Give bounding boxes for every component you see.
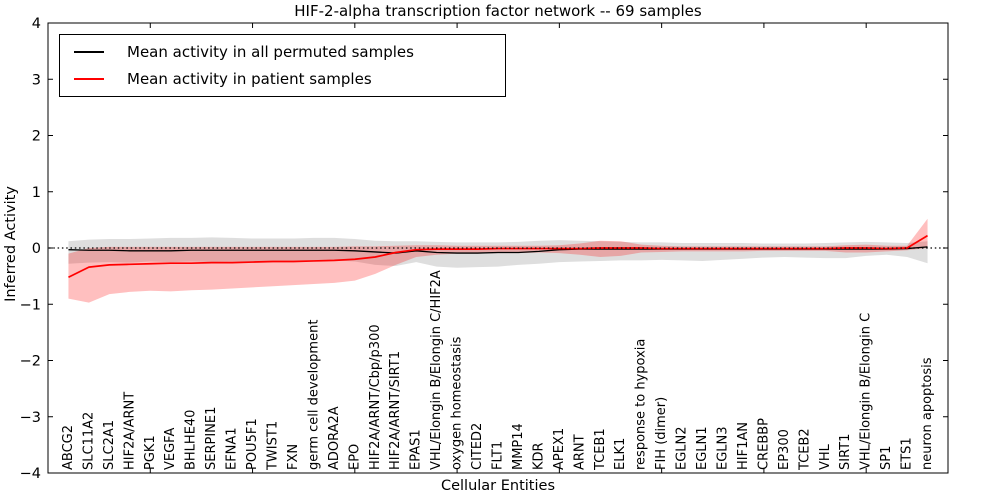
permuted-line-swatch — [74, 51, 104, 54]
x-category-label: EGLN1 — [695, 426, 710, 470]
y-tick-label: 1 — [32, 185, 41, 201]
x-category-label: neuron apoptosis — [920, 357, 935, 470]
y-tick-label: 0 — [32, 241, 41, 257]
x-category-label: FXN — [286, 444, 301, 470]
x-category-label: ABCG2 — [61, 425, 76, 470]
x-category-label: CREBBP — [756, 418, 771, 470]
x-category-label: HIF2A/ARNT/SIRT1 — [388, 351, 403, 470]
x-category-label: EPO — [347, 444, 362, 470]
x-category-label: SLC2A1 — [102, 420, 117, 470]
x-category-label: ETS1 — [900, 437, 915, 470]
x-category-label: VHL — [818, 443, 833, 470]
x-category-label: FIH (dimer) — [654, 397, 669, 470]
x-category-label: VHL/Elongin B/Elongin C/HIF2A — [429, 270, 444, 470]
x-category-label: SP1 — [879, 446, 894, 470]
x-category-label: APEX1 — [552, 428, 567, 470]
x-category-label: TWIST1 — [266, 421, 281, 471]
x-category-label: SIRT1 — [838, 434, 853, 470]
x-category-label: TCEB2 — [797, 428, 812, 471]
x-category-label: EGLN2 — [675, 426, 690, 470]
legend-item-patient: Mean activity in patient samples — [60, 70, 505, 88]
y-tick-label: −1 — [20, 297, 41, 313]
x-category-label: KDR — [531, 442, 546, 470]
x-category-label: HIF2A/ARNT — [122, 392, 137, 470]
x-category-label: response to hypoxia — [634, 339, 649, 470]
x-category-label: VEGFA — [163, 428, 178, 470]
y-tick-label: 4 — [32, 16, 41, 32]
patient-line-swatch — [74, 77, 104, 80]
x-category-label: EGLN3 — [716, 426, 731, 470]
x-category-label: VHL/Elongin B/Elongin C — [859, 313, 874, 470]
x-category-label: FLT1 — [491, 441, 506, 470]
patient-band — [68, 218, 928, 303]
x-category-label: ARNT — [572, 434, 587, 470]
chart-title: HIF-2-alpha transcription factor network… — [294, 2, 702, 20]
x-category-label: EPAS1 — [409, 429, 424, 470]
y-tick-label: 2 — [32, 129, 41, 145]
y-tick-label: −2 — [20, 354, 41, 370]
x-category-label: SERPINE1 — [204, 407, 219, 470]
x-category-label: oxygen homeostasis — [450, 336, 465, 470]
legend-label-permuted: Mean activity in all permuted samples — [127, 43, 414, 62]
x-category-label: CITED2 — [470, 423, 485, 470]
x-category-label: ADORA2A — [327, 406, 342, 470]
y-axis-title: Inferred Activity — [3, 186, 19, 302]
x-category-label: EP300 — [777, 429, 792, 470]
legend: Mean activity in all permuted samples Me… — [59, 34, 506, 97]
x-category-label: HIF2A/ARNT/Cbp/p300 — [368, 324, 383, 470]
y-tick-label: −3 — [20, 410, 41, 426]
x-axis-title: Cellular Entities — [440, 478, 556, 494]
x-category-label: PGK1 — [143, 435, 158, 470]
x-category-label: ELK1 — [613, 438, 628, 470]
x-category-label: MMP14 — [511, 423, 526, 470]
x-category-label: EFNA1 — [225, 427, 240, 470]
x-category-label: SLC11A2 — [81, 412, 96, 470]
x-category-label: POU5F1 — [245, 418, 260, 470]
x-category-label: TCEB1 — [593, 428, 608, 471]
legend-item-permuted: Mean activity in all permuted samples — [60, 43, 505, 61]
y-tick-label: 3 — [32, 72, 41, 88]
x-category-label: HIF1AN — [736, 422, 751, 470]
x-category-label: BHLHE40 — [184, 410, 199, 470]
legend-label-patient: Mean activity in patient samples — [127, 69, 372, 88]
x-category-label: germ cell development — [306, 320, 321, 470]
y-tick-label: −4 — [20, 466, 41, 482]
